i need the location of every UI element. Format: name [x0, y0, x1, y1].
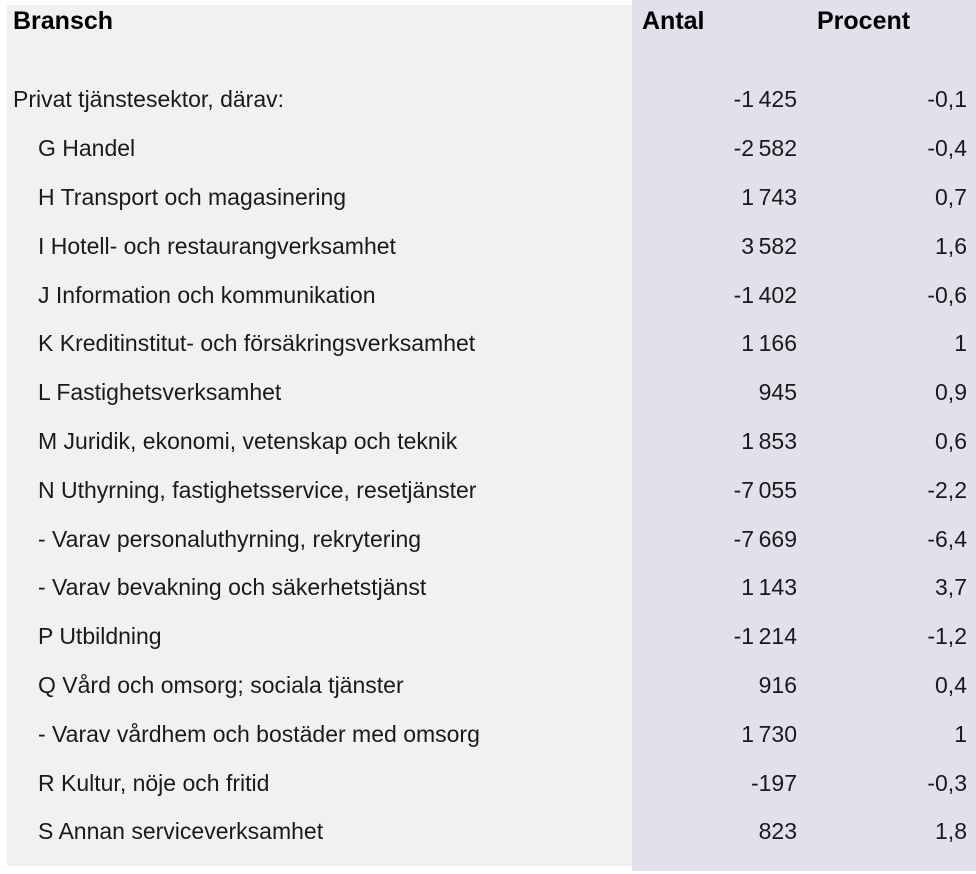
antal-value: 3 582 — [741, 232, 797, 259]
bransch-column-background — [7, 5, 632, 866]
table-row: L Fastighetsverksamhet 945 0,9 — [0, 368, 976, 417]
bransch-label: P Utbildning — [38, 623, 162, 650]
table-row: S Annan serviceverksamhet 823 1,8 — [0, 808, 976, 857]
procent-value: -1,2 — [927, 623, 967, 650]
antal-value: 1 730 — [741, 720, 797, 747]
table-row: J Information och kommunikation -1 402 -… — [0, 271, 976, 320]
procent-value: -0,4 — [927, 135, 967, 162]
procent-value: -0,3 — [927, 769, 967, 796]
antal-value: -7 669 — [733, 525, 797, 552]
table-row: - Varav personaluthyrning, rekrytering -… — [0, 515, 976, 564]
procent-value: 0,6 — [935, 428, 967, 455]
procent-value: -2,2 — [927, 476, 967, 503]
antal-value: 1 853 — [741, 428, 797, 455]
bransch-label: L Fastighetsverksamhet — [38, 379, 282, 406]
antal-value: 823 — [758, 818, 797, 845]
antal-value: -7 055 — [733, 476, 797, 503]
bransch-label: - Varav bevakning och säkerhetstjänst — [38, 574, 427, 601]
column-header-bransch: Bransch — [13, 6, 114, 35]
table-row: N Uthyrning, fastighetsservice, resetjän… — [0, 466, 976, 515]
table-row: - Varav bevakning och säkerhetstjänst 1 … — [0, 564, 976, 613]
antal-value: 1 166 — [741, 330, 797, 357]
antal-value: -197 — [750, 769, 797, 796]
table-row: M Juridik, ekonomi, vetenskap och teknik… — [0, 417, 976, 466]
antal-value: -2 582 — [733, 135, 797, 162]
antal-value: 1 143 — [741, 574, 797, 601]
table-row: I Hotell- och restaurangverksamhet 3 582… — [0, 222, 976, 271]
bransch-label: G Handel — [38, 135, 136, 162]
bransch-label: I Hotell- och restaurangverksamhet — [38, 232, 396, 259]
table-header-row: Bransch Antal Procent — [0, 0, 976, 42]
bransch-label: M Juridik, ekonomi, vetenskap och teknik — [38, 428, 458, 455]
procent-value: 1,8 — [935, 818, 967, 845]
table-row: Q Vård och omsorg; sociala tjänster 916 … — [0, 661, 976, 710]
column-header-procent: Procent — [817, 6, 911, 35]
bransch-label: S Annan serviceverksamhet — [38, 818, 324, 845]
procent-value: -6,4 — [927, 525, 967, 552]
bransch-label: - Varav vårdhem och bostäder med omsorg — [38, 720, 480, 747]
antal-value: 945 — [758, 379, 797, 406]
table-row: P Utbildning -1 214 -1,2 — [0, 612, 976, 661]
antal-value: 1 743 — [741, 184, 797, 211]
table-row: G Handel -2 582 -0,4 — [0, 124, 976, 173]
bransch-label: K Kreditinstitut- och försäkringsverksam… — [38, 330, 476, 357]
procent-value: 0,7 — [935, 184, 967, 211]
procent-value: 0,4 — [935, 672, 967, 699]
procent-value: 1 — [954, 720, 967, 747]
table-row: H Transport och magasinering 1 743 0,7 — [0, 173, 976, 222]
procent-value: 1 — [954, 330, 967, 357]
procent-value: -0,6 — [927, 281, 967, 308]
column-header-antal: Antal — [642, 6, 705, 35]
header-gap — [0, 42, 976, 76]
antal-value: -1 214 — [733, 623, 797, 650]
bransch-label: H Transport och magasinering — [38, 184, 347, 211]
values-column-background — [632, 0, 976, 871]
bransch-label: R Kultur, nöje och fritid — [38, 769, 270, 796]
antal-value: -1 402 — [733, 281, 797, 308]
procent-value: 1,6 — [935, 232, 967, 259]
table-row: R Kultur, nöje och fritid -197 -0,3 — [0, 759, 976, 808]
table-row: K Kreditinstitut- och försäkringsverksam… — [0, 320, 976, 369]
table-row: - Varav vårdhem och bostäder med omsorg … — [0, 710, 976, 759]
bransch-label: - Varav personaluthyrning, rekrytering — [38, 525, 422, 552]
antal-value: 916 — [758, 672, 797, 699]
antal-value: -1 425 — [733, 86, 797, 113]
bransch-label: Q Vård och omsorg; sociala tjänster — [38, 672, 404, 699]
procent-value: 0,9 — [935, 379, 967, 406]
bransch-label: Privat tjänstesektor, därav: — [13, 86, 285, 113]
procent-value: 3,7 — [935, 574, 967, 601]
bransch-label: N Uthyrning, fastighetsservice, resetjän… — [38, 476, 477, 503]
bransch-label: J Information och kommunikation — [38, 281, 376, 308]
procent-value: -0,1 — [927, 86, 967, 113]
table-row: Privat tjänstesektor, därav: -1 425 -0,1 — [0, 76, 976, 125]
